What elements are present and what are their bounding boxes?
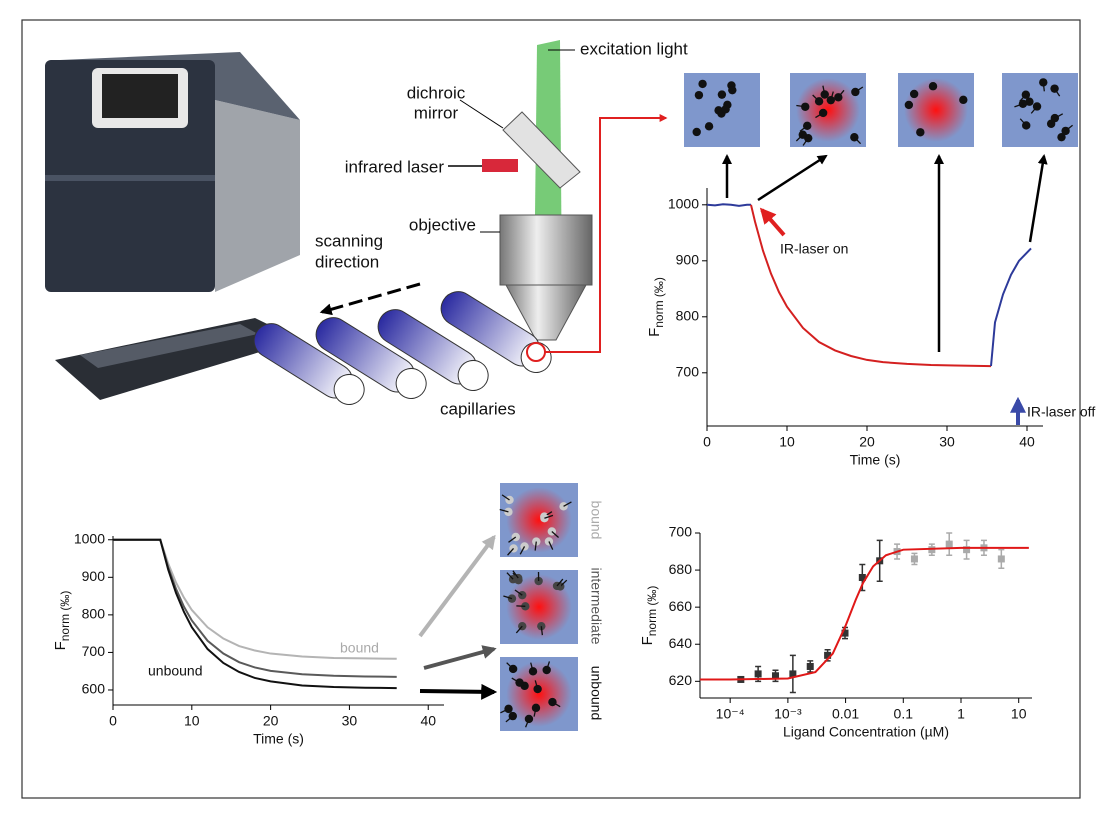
annotation: IR-laser off: [1027, 404, 1095, 420]
point: [998, 555, 1005, 562]
x-tick-label: 0.01: [832, 706, 859, 722]
label: objective: [409, 215, 476, 234]
y-tick-label: 600: [82, 681, 106, 697]
label: mirror: [414, 103, 459, 122]
point: [807, 663, 814, 670]
x-axis-label: Time (s): [850, 452, 901, 468]
x-tick-label: 40: [1019, 434, 1035, 450]
particle: [827, 96, 835, 104]
state-label: intermediate: [588, 567, 604, 644]
x-axis-label: Time (s): [253, 731, 304, 747]
y-tick-label: 700: [676, 364, 700, 380]
y-tick-label: 1000: [668, 196, 699, 212]
particle-boxes: [500, 73, 1078, 731]
y-tick-label: 620: [669, 672, 693, 688]
particle: [714, 106, 722, 114]
series-line: [707, 204, 751, 206]
label: scanning: [315, 231, 383, 250]
y-tick-label: 800: [676, 308, 700, 324]
x-tick-label: 30: [342, 713, 358, 729]
x-tick-label: 40: [420, 713, 436, 729]
state-label: unbound: [588, 666, 604, 721]
series-line: [113, 540, 397, 677]
x-tick-label: 20: [263, 713, 279, 729]
series-line: [991, 248, 1031, 366]
y-axis-label-main: F: [639, 636, 656, 645]
x-axis-label: Ligand Concentration (µM): [783, 724, 949, 740]
particle: [929, 82, 937, 90]
y-tick-label: 660: [669, 598, 693, 614]
y-axis-label-sub: norm (‰): [645, 586, 659, 637]
state-label: bound: [588, 501, 604, 540]
y-tick-label: 900: [82, 568, 106, 584]
x-tick-label: 10⁻⁴: [716, 706, 745, 722]
y-axis-label-main: F: [52, 641, 69, 650]
particle: [705, 122, 713, 130]
y-axis-label-sub: norm (‰): [652, 277, 666, 328]
label: infrared laser: [345, 157, 445, 176]
y-axis-label: Fnorm (‰): [646, 277, 666, 337]
y-tick-label: 700: [669, 524, 693, 540]
y-axis-label-main: F: [646, 328, 663, 337]
series-line: [751, 205, 991, 366]
point: [755, 670, 762, 677]
series-label: unbound: [148, 663, 203, 679]
particle: [698, 80, 706, 88]
x-tick-label: 0: [703, 434, 711, 450]
label: dichroic: [407, 83, 466, 102]
annotation: IR-laser on: [780, 241, 848, 257]
x-tick-label: 10⁻³: [774, 706, 802, 722]
point: [911, 555, 918, 562]
y-tick-label: 1000: [74, 530, 105, 546]
annotation-arrow: [762, 210, 784, 235]
x-tick-label: 0: [109, 713, 117, 729]
x-tick-label: 0.1: [894, 706, 914, 722]
y-axis-label: Fnorm (‰): [639, 586, 659, 646]
particle: [905, 101, 913, 109]
particle: [695, 91, 703, 99]
microscope: [448, 40, 592, 340]
y-axis-label: Fnorm (‰): [52, 591, 72, 651]
figure: excitation light dichroic mirror infrare…: [0, 0, 1100, 819]
x-tick-label: 10: [184, 713, 200, 729]
x-tick-label: 1: [957, 706, 965, 722]
y-tick-label: 900: [676, 252, 700, 268]
x-tick-label: 30: [939, 434, 955, 450]
particle: [959, 96, 967, 104]
particle: [728, 86, 736, 94]
particle: [851, 88, 859, 96]
point: [946, 541, 953, 548]
series-line: [700, 548, 1029, 680]
y-tick-label: 680: [669, 561, 693, 577]
label: capillaries: [440, 399, 516, 418]
particle: [721, 105, 729, 113]
y-axis-label-sub: norm (‰): [58, 591, 72, 642]
x-tick-label: 10: [1011, 706, 1027, 722]
label: excitation light: [580, 39, 688, 58]
particle: [718, 90, 726, 98]
particle: [693, 128, 701, 136]
x-tick-label: 10: [779, 434, 795, 450]
capillaries: [248, 118, 666, 412]
series-label: bound: [340, 640, 379, 656]
particle: [916, 128, 924, 136]
label: direction: [315, 252, 379, 271]
y-tick-label: 800: [82, 606, 106, 622]
x-tick-label: 20: [859, 434, 875, 450]
particle: [910, 90, 918, 98]
y-tick-label: 640: [669, 635, 693, 651]
y-tick-label: 700: [82, 643, 106, 659]
